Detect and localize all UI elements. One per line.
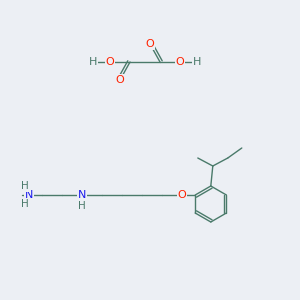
Text: O: O — [146, 39, 154, 49]
Text: O: O — [176, 57, 184, 67]
Text: H: H — [21, 181, 29, 191]
Text: N: N — [78, 190, 86, 200]
Text: O: O — [106, 57, 114, 67]
Text: H: H — [89, 57, 97, 67]
Text: H: H — [78, 201, 86, 211]
Text: O: O — [178, 190, 186, 200]
Text: H: H — [21, 199, 29, 209]
Text: H: H — [193, 57, 201, 67]
Text: O: O — [116, 75, 124, 85]
Text: N: N — [25, 190, 33, 200]
